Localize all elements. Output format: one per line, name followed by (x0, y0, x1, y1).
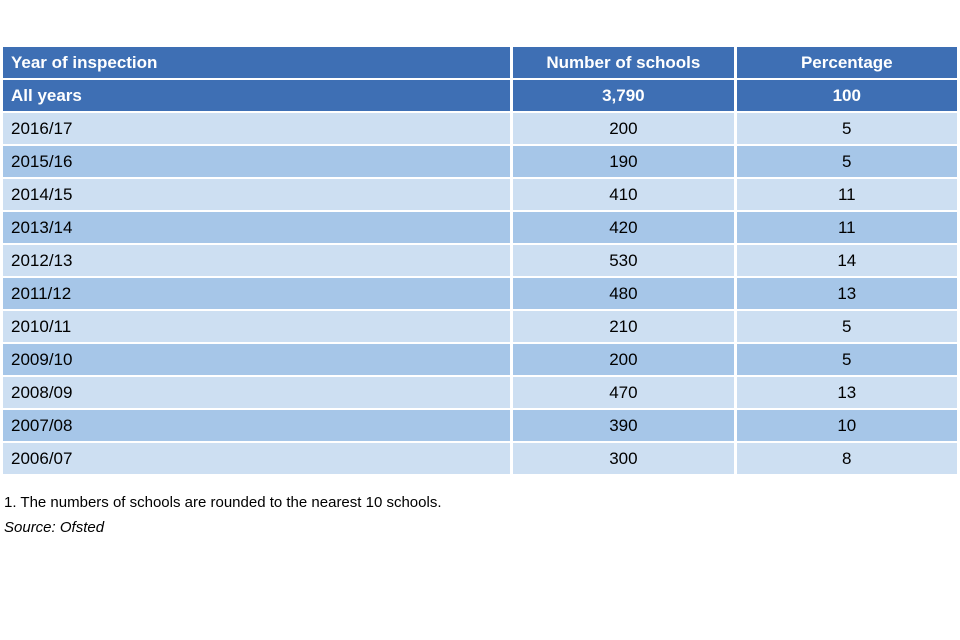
cell-percentage: 14 (736, 245, 957, 276)
table-row: 2013/14 420 11 (3, 212, 957, 243)
cell-schools: 480 (513, 278, 734, 309)
total-cell-percentage: 100 (736, 80, 957, 111)
header-cell-percentage: Percentage (736, 47, 957, 78)
total-cell-year: All years (3, 80, 511, 111)
table-header-row: Year of inspection Number of schools Per… (3, 47, 957, 78)
cell-percentage: 5 (736, 311, 957, 342)
cell-percentage: 13 (736, 278, 957, 309)
table-row: 2011/12 480 13 (3, 278, 957, 309)
source-note: Source: Ofsted (4, 519, 105, 536)
cell-year: 2009/10 (3, 344, 511, 375)
table-notes: 1. The numbers of schools are rounded to… (4, 492, 442, 539)
cell-schools: 530 (513, 245, 734, 276)
cell-percentage: 10 (736, 410, 957, 441)
cell-schools: 190 (513, 146, 734, 177)
table-row: 2014/15 410 11 (3, 179, 957, 210)
cell-percentage: 5 (736, 344, 957, 375)
cell-year: 2014/15 (3, 179, 511, 210)
cell-schools: 390 (513, 410, 734, 441)
cell-year: 2015/16 (3, 146, 511, 177)
table-row: 2009/10 200 5 (3, 344, 957, 375)
cell-year: 2013/14 (3, 212, 511, 243)
cell-schools: 420 (513, 212, 734, 243)
table-row: 2010/11 210 5 (3, 311, 957, 342)
cell-schools: 200 (513, 344, 734, 375)
cell-percentage: 13 (736, 377, 957, 408)
table-row: 2016/17 200 5 (3, 113, 957, 144)
header-cell-year-of-inspection: Year of inspection (3, 47, 511, 78)
cell-percentage: 8 (736, 443, 957, 474)
inspection-table: Year of inspection Number of schools Per… (0, 45, 960, 476)
cell-percentage: 11 (736, 179, 957, 210)
cell-year: 2010/11 (3, 311, 511, 342)
cell-year: 2008/09 (3, 377, 511, 408)
table-row: 2008/09 470 13 (3, 377, 957, 408)
cell-year: 2006/07 (3, 443, 511, 474)
table-row: 2012/13 530 14 (3, 245, 957, 276)
cell-schools: 200 (513, 113, 734, 144)
cell-percentage: 5 (736, 146, 957, 177)
cell-schools: 300 (513, 443, 734, 474)
total-row-all-years: All years 3,790 100 (3, 80, 957, 111)
cell-year: 2012/13 (3, 245, 511, 276)
cell-schools: 210 (513, 311, 734, 342)
cell-year: 2007/08 (3, 410, 511, 441)
table-row: 2006/07 300 8 (3, 443, 957, 474)
cell-percentage: 11 (736, 212, 957, 243)
cell-schools: 470 (513, 377, 734, 408)
cell-year: 2011/12 (3, 278, 511, 309)
cell-year: 2016/17 (3, 113, 511, 144)
table-row: 2007/08 390 10 (3, 410, 957, 441)
total-cell-schools: 3,790 (513, 80, 734, 111)
footnote: 1. The numbers of schools are rounded to… (4, 494, 442, 511)
header-cell-number-of-schools: Number of schools (513, 47, 734, 78)
cell-percentage: 5 (736, 113, 957, 144)
table-row: 2015/16 190 5 (3, 146, 957, 177)
cell-schools: 410 (513, 179, 734, 210)
